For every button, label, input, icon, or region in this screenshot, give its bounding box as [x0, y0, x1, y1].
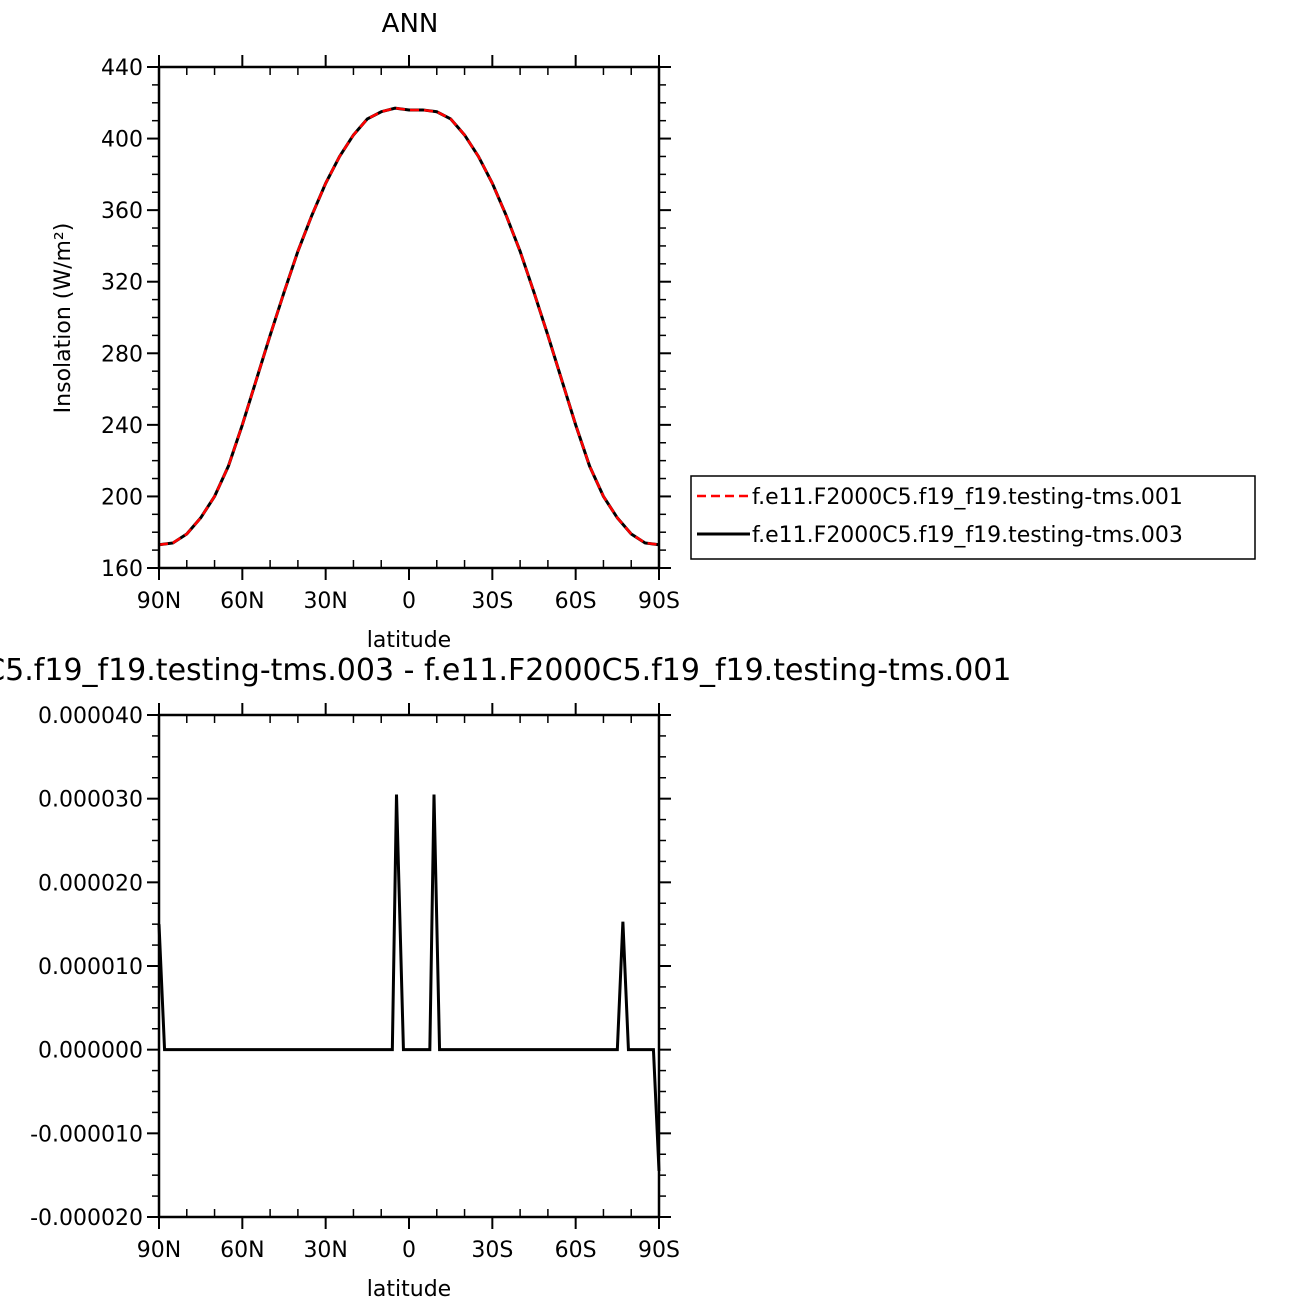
x-tick-label: 60N — [220, 589, 264, 614]
y-tick-label: 280 — [101, 342, 143, 367]
axis-ticks: 90N 60N 30N 0 30S 60S 90S -0.000020 -0.000010 0.0… — [30, 703, 680, 1263]
x-tick-label: 90S — [638, 589, 680, 614]
series-line — [158, 106, 660, 547]
y-tick-label: 440 — [101, 56, 143, 81]
series-lines — [158, 106, 660, 547]
x-tick-label: 60N — [220, 1238, 264, 1263]
y-tick-label: 0.000030 — [38, 788, 143, 813]
plot-frame — [157, 713, 661, 1219]
chart-title: f.e11.F2000C5.f19_f19.testing-tms.003 - … — [0, 653, 1011, 688]
y-tick-label: -0.000020 — [30, 1206, 143, 1231]
x-tick-label: 90S — [638, 1238, 680, 1263]
plot-frame — [157, 65, 661, 570]
y-tick-label: 0.000000 — [38, 1039, 143, 1064]
x-tick-label: 60S — [555, 589, 597, 614]
x-tick-label: 90N — [137, 1238, 181, 1263]
y-tick-label: 160 — [101, 557, 143, 582]
y-tick-label: 200 — [101, 485, 143, 510]
y-tick-label: 0.000040 — [38, 704, 143, 729]
x-tick-label: 30S — [471, 589, 513, 614]
x-axis-label: latitude — [367, 628, 451, 653]
legend-label: f.e11.F2000C5.f19_f19.testing-tms.003 — [752, 523, 1183, 548]
axis-ticks: 90N 60N 30N 0 30S 60S 90S 160 200 240 280 320 360 400… — [101, 55, 680, 614]
x-tick-label: 30S — [471, 1238, 513, 1263]
x-tick-label: 0 — [402, 1238, 416, 1263]
y-tick-label: 320 — [101, 271, 143, 296]
x-tick-label: 30N — [303, 589, 347, 614]
x-tick-label: 0 — [402, 589, 416, 614]
y-tick-label: -0.000010 — [30, 1122, 143, 1147]
y-axis-label: Insolation (W/m²) — [51, 223, 76, 414]
x-tick-label: 60S — [555, 1238, 597, 1263]
x-tick-label: 90N — [137, 589, 181, 614]
legend-label: f.e11.F2000C5.f19_f19.testing-tms.001 — [752, 485, 1183, 510]
insolation-chart: ANN Insolation (W/m²) latitude 90N 60N 30N… — [51, 9, 1256, 653]
legend: f.e11.F2000C5.f19_f19.testing-tms.001 f.e… — [690, 475, 1256, 560]
y-tick-label: 360 — [101, 199, 143, 224]
x-tick-label: 30N — [303, 1238, 347, 1263]
y-tick-label: 240 — [101, 414, 143, 439]
y-tick-label: 0.000020 — [38, 871, 143, 896]
x-axis-label: latitude — [367, 1277, 451, 1302]
series-line — [158, 106, 660, 546]
legend-box — [690, 475, 1256, 560]
series-lines — [157, 794, 661, 1172]
difference-chart: f.e11.F2000C5.f19_f19.testing-tms.003 - … — [0, 653, 1011, 1302]
chart-title: ANN — [382, 9, 439, 39]
y-tick-label: 400 — [101, 128, 143, 153]
y-tick-label: 0.000010 — [38, 955, 143, 980]
series-line — [157, 794, 661, 1172]
